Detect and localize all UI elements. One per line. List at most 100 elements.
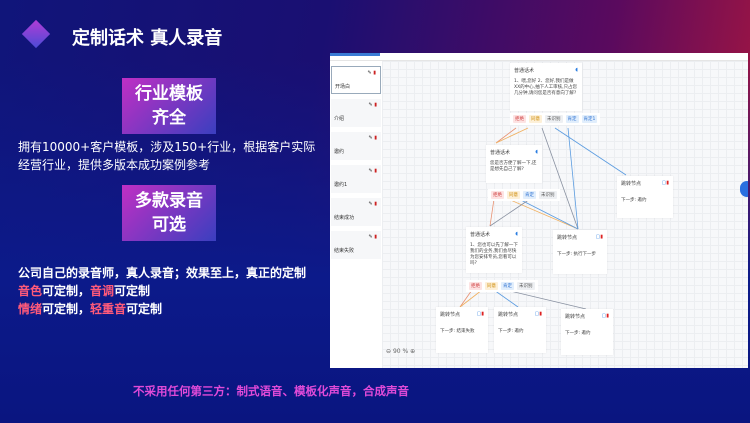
branch-tags: 拒绝 同意 肯定 未识别	[466, 280, 538, 292]
sidebar-item-label: 开场白	[335, 84, 351, 90]
copy-delete-icons[interactable]: ▢▮	[601, 313, 610, 319]
node-title: 跳转节点	[498, 312, 519, 318]
text: 可定制	[114, 284, 151, 298]
audio-icon[interactable]: ◖	[515, 231, 518, 237]
app-screenshot: ✎ ▮ 开场白 ✎ ▮ 介绍 ✎ ▮ 邀约 ✎ ▮ 邀约1 ✎ ▮ 结束成功 ✎ ▮ 结束失败 普通话…	[330, 53, 748, 368]
talk-node[interactable]: 普通话术 ◖ 1、您也可以先了解一下我们的业务,我们会尽快为您安排专员,您看可以吗?	[466, 227, 522, 273]
sidebar-item-label: 结束成功	[334, 215, 355, 221]
desc-line: 拥有10000+客户模板，涉及150+行业，根据客户实际	[18, 140, 316, 154]
badge-line: 可选	[152, 215, 186, 235]
footer-note: 不采用任何第三方：制式语音、模板化声音，合成声音	[133, 384, 409, 398]
connection	[518, 198, 579, 230]
edit-delete-icons[interactable]: ✎ ▮	[367, 70, 376, 76]
desc-line: 音色可定制，音调可定制	[18, 282, 306, 300]
connection	[567, 127, 579, 230]
node-text: 1、喂,您好 2、您好,我们是做XX的中心,抽下人工审核,只占您几分钟,请问您是…	[514, 79, 578, 96]
sidebar-item[interactable]: ✎ ▮ 结束成功	[331, 198, 381, 226]
branch-tag[interactable]: 未识别	[545, 115, 563, 123]
badge-line: 齐全	[152, 108, 186, 128]
highlight: 情绪	[18, 302, 43, 316]
jump-node[interactable]: 跳转节点 ▢▮ 下一步: 执行下一步	[553, 230, 607, 274]
desc-line: 公司自己的录音师，真人录音；效果至上，真正的定制	[18, 266, 307, 280]
connection	[495, 127, 517, 144]
connection	[554, 127, 627, 176]
page-title: 定制话术 真人录音	[72, 28, 223, 49]
connection	[505, 289, 587, 310]
sidebar-item-label: 邀约1	[334, 182, 348, 188]
branch-tag[interactable]: 肯定	[565, 115, 579, 123]
badge-line: 行业模板	[135, 84, 203, 104]
branch-tag[interactable]: 肯定	[501, 282, 514, 290]
branch-tags: 拒绝 同意 肯定 未识别	[488, 189, 560, 201]
edit-delete-icons[interactable]: ✎ ▮	[368, 102, 377, 108]
node-text: 下一步: 执行下一步	[557, 252, 596, 257]
copy-delete-icons[interactable]: ▢▮	[534, 311, 543, 317]
node-text: 下一步: 邀约	[621, 198, 647, 203]
templates-description: 拥有10000+客户模板，涉及150+行业，根据客户实际 经营行业，提供多版本成功…	[18, 138, 315, 174]
sidebar-item[interactable]: ✎ ▮ 邀约1	[331, 165, 381, 193]
branch-tag[interactable]: 未识别	[517, 282, 535, 290]
node-text: 您是否方便了解一下,还是想先自己了解?	[490, 161, 537, 172]
active-tab[interactable]	[330, 53, 380, 56]
node-title: 普通话术	[470, 232, 491, 238]
audio-icon[interactable]: ◖	[575, 67, 578, 73]
branch-tag[interactable]: 同意	[507, 191, 520, 199]
edit-delete-icons[interactable]: ✎ ▮	[368, 135, 377, 141]
sidebar-item[interactable]: ✎ ▮ 结束失败	[331, 231, 381, 259]
edit-delete-icons[interactable]: ✎ ▮	[368, 168, 377, 174]
node-text: 下一步: 邀约	[498, 329, 524, 334]
zoom-level: 90 %	[392, 348, 409, 355]
connection	[507, 198, 579, 230]
branch-tag[interactable]: 未识别	[539, 191, 557, 199]
connection	[541, 127, 579, 230]
node-title: 跳转节点	[565, 314, 586, 320]
edit-delete-icons[interactable]: ✎ ▮	[368, 234, 377, 240]
diamond-icon	[21, 19, 51, 49]
node-text: 1、您也可以先了解一下我们的业务,我们会尽快为您安排专员,您看可以吗?	[470, 243, 518, 266]
sidebar-item[interactable]: ✎ ▮ 开场白	[331, 66, 381, 94]
copy-delete-icons[interactable]: ▢▮	[476, 311, 485, 317]
branch-tag[interactable]: 肯定	[523, 191, 536, 199]
tab-bar	[330, 53, 748, 61]
branch-tag[interactable]: 拒绝	[491, 191, 504, 199]
badge-line: 多款录音	[135, 191, 203, 211]
copy-delete-icons[interactable]: ▢▮	[595, 234, 604, 240]
branch-tags: 拒绝 同意 未识别 肯定 肯定1	[510, 113, 601, 125]
sidebar-item-label: 邀约	[334, 149, 345, 155]
node-title: 普通话术	[514, 68, 535, 74]
highlight: 音色	[18, 284, 43, 298]
node-title: 跳转节点	[440, 312, 461, 318]
sidebar-item[interactable]: ✎ ▮ 介绍	[331, 99, 381, 127]
node-title: 跳转节点	[557, 235, 578, 241]
branch-tag[interactable]: 肯定1	[581, 115, 598, 123]
jump-node[interactable]: 跳转节点 ▢▮ 下一步: 邀约	[561, 309, 613, 355]
connection	[495, 127, 529, 144]
connection	[489, 198, 531, 227]
sidebar-item-label: 结束失败	[334, 248, 355, 254]
branch-tag[interactable]: 拒绝	[513, 115, 526, 123]
connection	[489, 198, 495, 227]
connection	[459, 289, 483, 308]
flow-canvas[interactable]: 普通话术 ◖ 1、喂,您好 2、您好,我们是做XX的中心,抽下人工审核,只占您几分钟…	[382, 61, 748, 368]
jump-node[interactable]: 跳转节点 ▢▮ 下一步: 邀约	[617, 176, 673, 218]
jump-node[interactable]: 跳转节点 ▢▮ 下一步: 邀约	[494, 307, 546, 353]
connection	[493, 289, 519, 308]
sidebar-item[interactable]: ✎ ▮ 邀约	[331, 132, 381, 160]
audio-icon[interactable]: ◖	[535, 149, 538, 155]
desc-line: 情绪可定制，轻重音可定制	[18, 300, 306, 318]
copy-delete-icons[interactable]: ▢▮	[661, 180, 670, 186]
branch-tag[interactable]: 同意	[529, 115, 542, 123]
edit-delete-icons[interactable]: ✎ ▮	[368, 201, 377, 207]
jump-node[interactable]: 跳转节点 ▢▮ 下一步: 结束失败	[436, 307, 488, 353]
talk-node[interactable]: 普通话术 ◖ 您是否方便了解一下,还是想先自己了解?	[486, 145, 542, 183]
connection	[459, 289, 473, 308]
highlight: 轻重音	[90, 302, 127, 316]
talk-node[interactable]: 普通话术 ◖ 1、喂,您好 2、您好,我们是做XX的中心,抽下人工审核,只占您几分钟…	[510, 63, 582, 111]
node-text: 下一步: 邀约	[565, 331, 591, 336]
node-text: 下一步: 结束失败	[440, 329, 475, 334]
branch-tag[interactable]: 拒绝	[469, 282, 482, 290]
zoom-control[interactable]: ⊖ 90 % ⊕	[386, 348, 416, 355]
highlight: 音调	[90, 284, 115, 298]
phone-button[interactable]	[740, 181, 748, 197]
branch-tag[interactable]: 同意	[485, 282, 498, 290]
